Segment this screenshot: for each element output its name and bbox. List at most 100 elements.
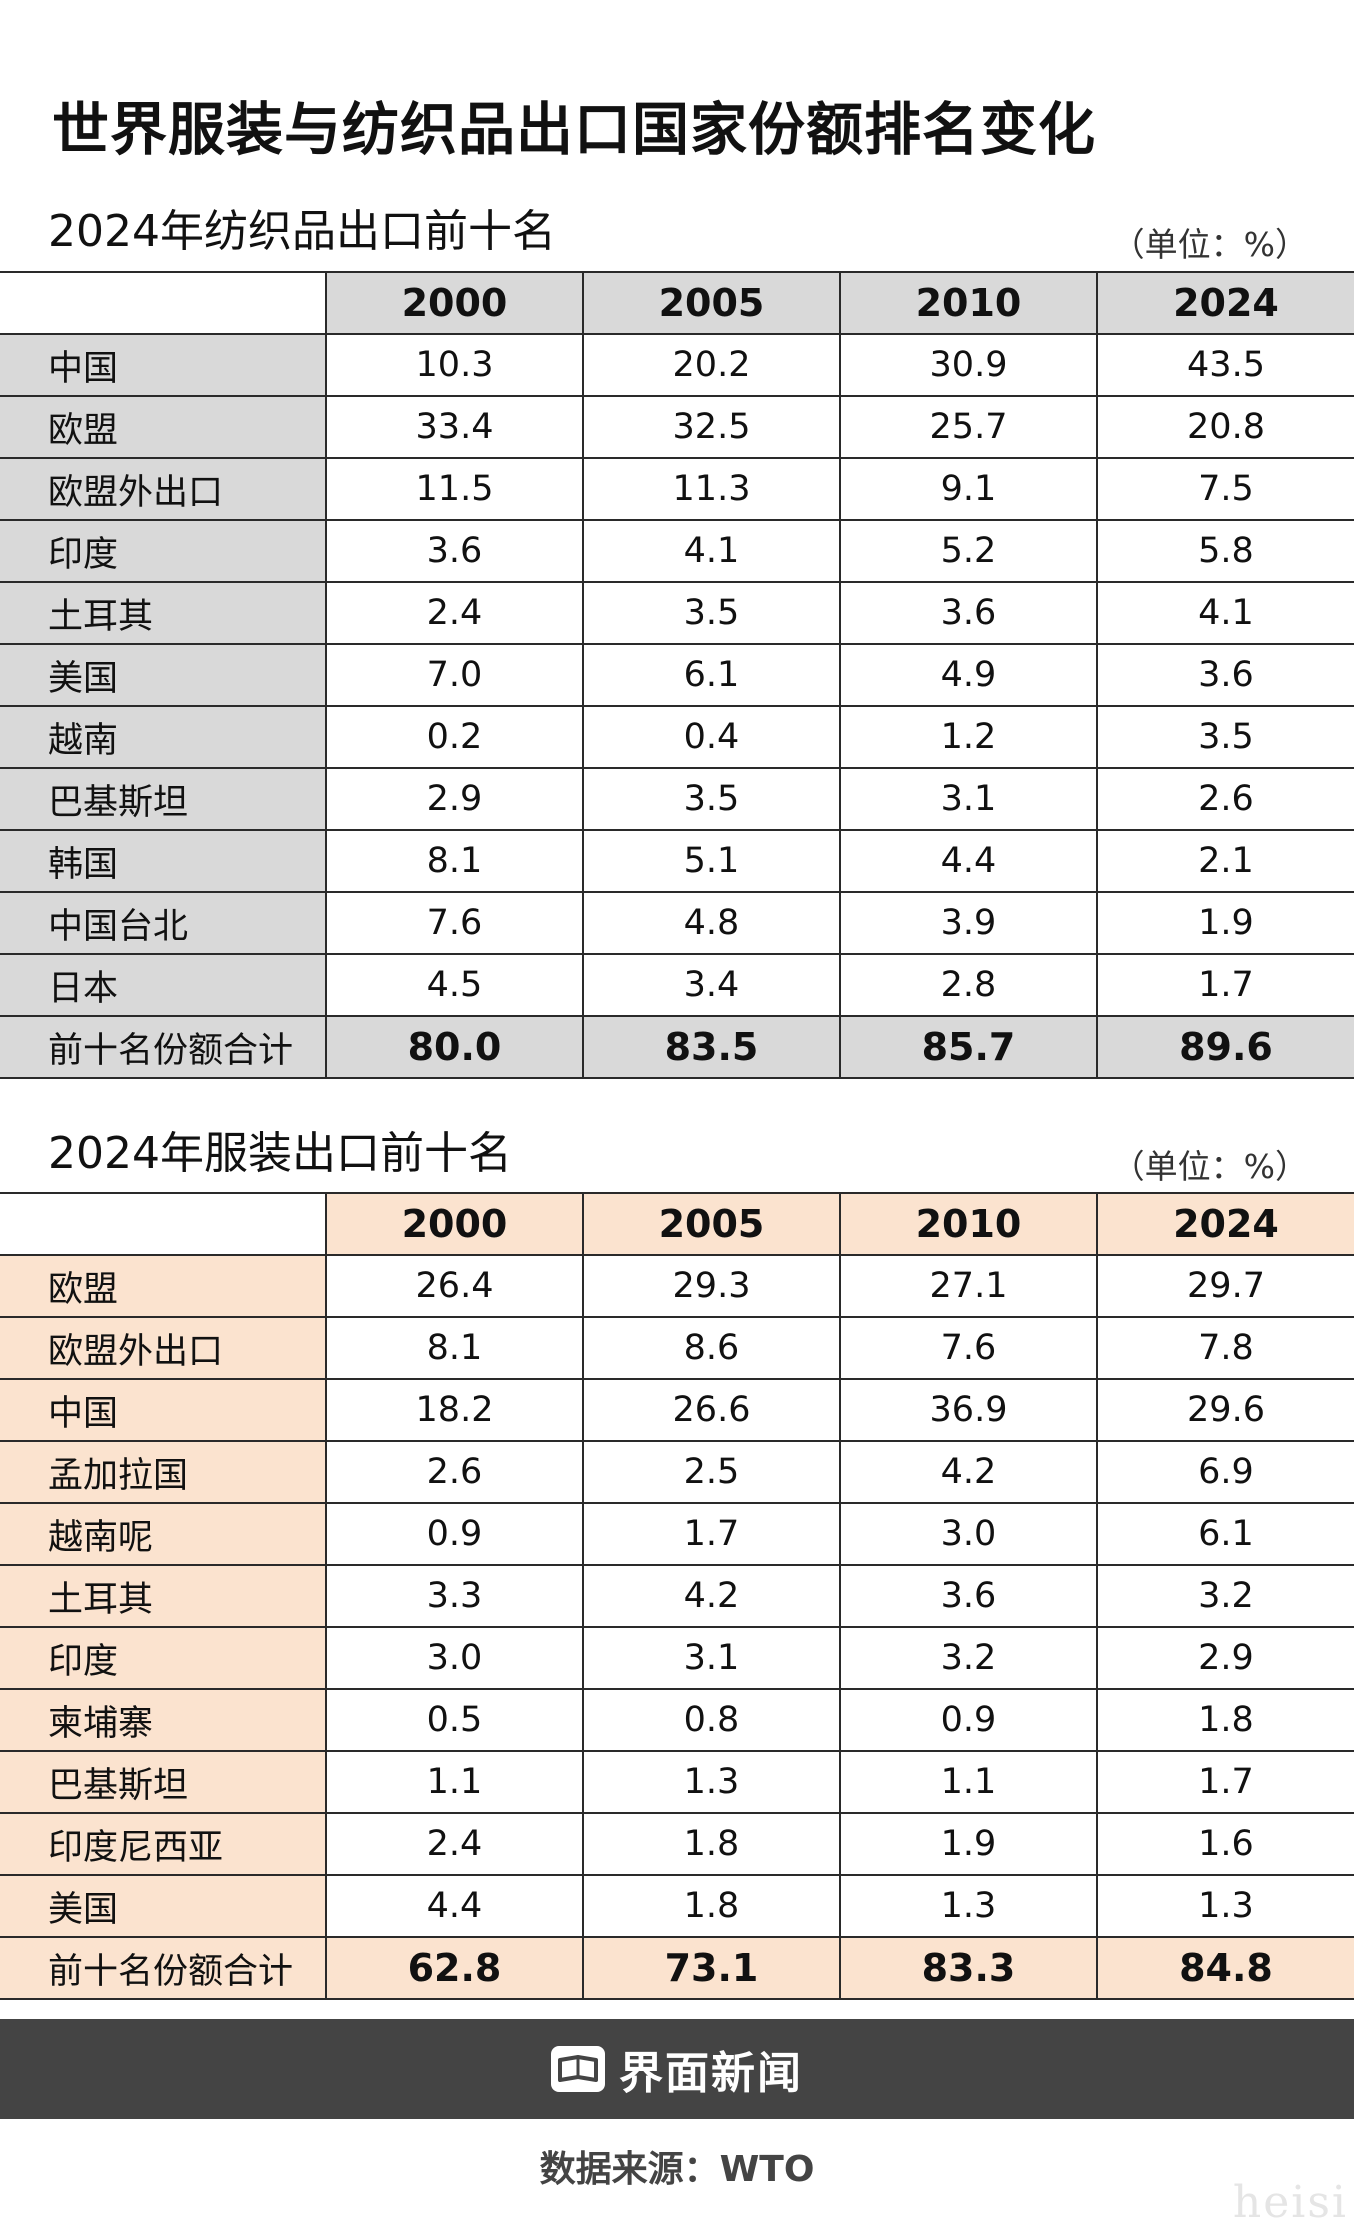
share-value: 3.1 <box>839 767 1098 831</box>
share-value: 1.7 <box>1096 1750 1354 1814</box>
share-value: 10.3 <box>325 333 584 397</box>
share-value: 4.5 <box>325 953 584 1017</box>
total-value: 83.5 <box>582 1015 841 1079</box>
table-row: 印度 3.0 3.1 3.2 2.9 <box>0 1626 1354 1690</box>
share-value: 1.8 <box>582 1874 841 1938</box>
share-value: 5.8 <box>1096 519 1354 583</box>
country-name: 欧盟 <box>0 395 327 459</box>
share-value: 1.3 <box>839 1874 1098 1938</box>
country-name: 孟加拉国 <box>0 1440 327 1504</box>
share-value: 0.5 <box>325 1688 584 1752</box>
total-value: 89.6 <box>1096 1015 1354 1079</box>
table-row: 欧盟 33.4 32.5 25.7 20.8 <box>0 395 1354 459</box>
share-value: 2.4 <box>325 1812 584 1876</box>
share-value: 2.8 <box>839 953 1098 1017</box>
brand-name: 界面新闻 <box>619 2048 803 2099</box>
share-value: 4.4 <box>325 1874 584 1938</box>
country-name: 越南 <box>0 705 327 769</box>
share-value: 3.5 <box>582 581 841 645</box>
share-value: 2.6 <box>325 1440 584 1504</box>
share-value: 4.1 <box>582 519 841 583</box>
share-value: 1.9 <box>839 1812 1098 1876</box>
total-value: 62.8 <box>325 1936 584 2000</box>
share-value: 4.9 <box>839 643 1098 707</box>
share-value: 26.6 <box>582 1378 841 1442</box>
share-value: 7.6 <box>325 891 584 955</box>
share-value: 4.2 <box>839 1440 1098 1504</box>
share-value: 27.1 <box>839 1254 1098 1318</box>
table-row: 日本 4.5 3.4 2.8 1.7 <box>0 953 1354 1017</box>
share-value: 6.1 <box>1096 1502 1354 1566</box>
country-name: 巴基斯坦 <box>0 767 327 831</box>
year-header: 2005 <box>582 1192 841 1256</box>
share-value: 2.6 <box>1096 767 1354 831</box>
share-value: 8.1 <box>325 829 584 893</box>
header-corner-cell <box>0 1192 327 1256</box>
textile-section-title: 2024年纺织品出口前十名 <box>48 206 556 257</box>
share-value: 9.1 <box>839 457 1098 521</box>
share-value: 20.8 <box>1096 395 1354 459</box>
apparel-table: 2000 2005 2010 2024 欧盟 26.4 29.3 27.1 29.7 欧盟… <box>0 1192 1354 2000</box>
share-value: 4.8 <box>582 891 841 955</box>
share-value: 0.2 <box>325 705 584 769</box>
textile-table: 2000 2005 2010 2024 中国 10.3 20.2 30.9 43.5 欧盟… <box>0 271 1354 1079</box>
table-row: 美国 7.0 6.1 4.9 3.6 <box>0 643 1354 707</box>
total-row: 前十名份额合计 80.0 83.5 85.7 89.6 <box>0 1015 1354 1079</box>
table-row: 土耳其 3.3 4.2 3.6 3.2 <box>0 1564 1354 1628</box>
total-label: 前十名份额合计 <box>0 1936 327 2000</box>
share-value: 3.1 <box>582 1626 841 1690</box>
share-value: 1.1 <box>325 1750 584 1814</box>
share-value: 3.6 <box>325 519 584 583</box>
total-row: 前十名份额合计 62.8 73.1 83.3 84.8 <box>0 1936 1354 2000</box>
country-name: 柬埔寨 <box>0 1688 327 1752</box>
share-value: 29.6 <box>1096 1378 1354 1442</box>
table-row: 欧盟 26.4 29.3 27.1 29.7 <box>0 1254 1354 1318</box>
share-value: 3.0 <box>839 1502 1098 1566</box>
share-value: 0.4 <box>582 705 841 769</box>
total-value: 80.0 <box>325 1015 584 1079</box>
apparel-header-row: 2000 2005 2010 2024 <box>0 1192 1354 1256</box>
share-value: 1.3 <box>582 1750 841 1814</box>
country-name: 印度 <box>0 1626 327 1690</box>
share-value: 36.9 <box>839 1378 1098 1442</box>
country-name: 欧盟外出口 <box>0 457 327 521</box>
year-header: 2000 <box>325 1192 584 1256</box>
table-row: 越南呢 0.9 1.7 3.0 6.1 <box>0 1502 1354 1566</box>
country-name: 欧盟外出口 <box>0 1316 327 1380</box>
share-value: 1.9 <box>1096 891 1354 955</box>
share-value: 0.9 <box>839 1688 1098 1752</box>
page-title: 世界服装与纺织品出口国家份额排名变化 <box>52 97 1096 163</box>
share-value: 6.1 <box>582 643 841 707</box>
share-value: 3.2 <box>839 1626 1098 1690</box>
country-name: 中国台北 <box>0 891 327 955</box>
country-name: 日本 <box>0 953 327 1017</box>
share-value: 43.5 <box>1096 333 1354 397</box>
country-name: 美国 <box>0 1874 327 1938</box>
apparel-unit-label: （单位：%） <box>1111 1147 1308 1186</box>
table-row: 巴基斯坦 1.1 1.3 1.1 1.7 <box>0 1750 1354 1814</box>
year-header: 2024 <box>1096 271 1354 335</box>
table-row: 美国 4.4 1.8 1.3 1.3 <box>0 1874 1354 1938</box>
share-value: 1.7 <box>1096 953 1354 1017</box>
share-value: 0.8 <box>582 1688 841 1752</box>
share-value: 2.1 <box>1096 829 1354 893</box>
share-value: 20.2 <box>582 333 841 397</box>
table-row: 孟加拉国 2.6 2.5 4.2 6.9 <box>0 1440 1354 1504</box>
table-row: 印度 3.6 4.1 5.2 5.8 <box>0 519 1354 583</box>
total-label: 前十名份额合计 <box>0 1015 327 1079</box>
textile-unit-label: （单位：%） <box>1111 225 1308 264</box>
share-value: 2.4 <box>325 581 584 645</box>
year-header: 2010 <box>839 1192 1098 1256</box>
share-value: 29.3 <box>582 1254 841 1318</box>
table-row: 欧盟外出口 11.5 11.3 9.1 7.5 <box>0 457 1354 521</box>
country-name: 美国 <box>0 643 327 707</box>
country-name: 巴基斯坦 <box>0 1750 327 1814</box>
share-value: 32.5 <box>582 395 841 459</box>
year-header: 2005 <box>582 271 841 335</box>
share-value: 8.6 <box>582 1316 841 1380</box>
share-value: 5.2 <box>839 519 1098 583</box>
textile-header-row: 2000 2005 2010 2024 <box>0 271 1354 335</box>
share-value: 3.9 <box>839 891 1098 955</box>
share-value: 26.4 <box>325 1254 584 1318</box>
country-name: 欧盟 <box>0 1254 327 1318</box>
